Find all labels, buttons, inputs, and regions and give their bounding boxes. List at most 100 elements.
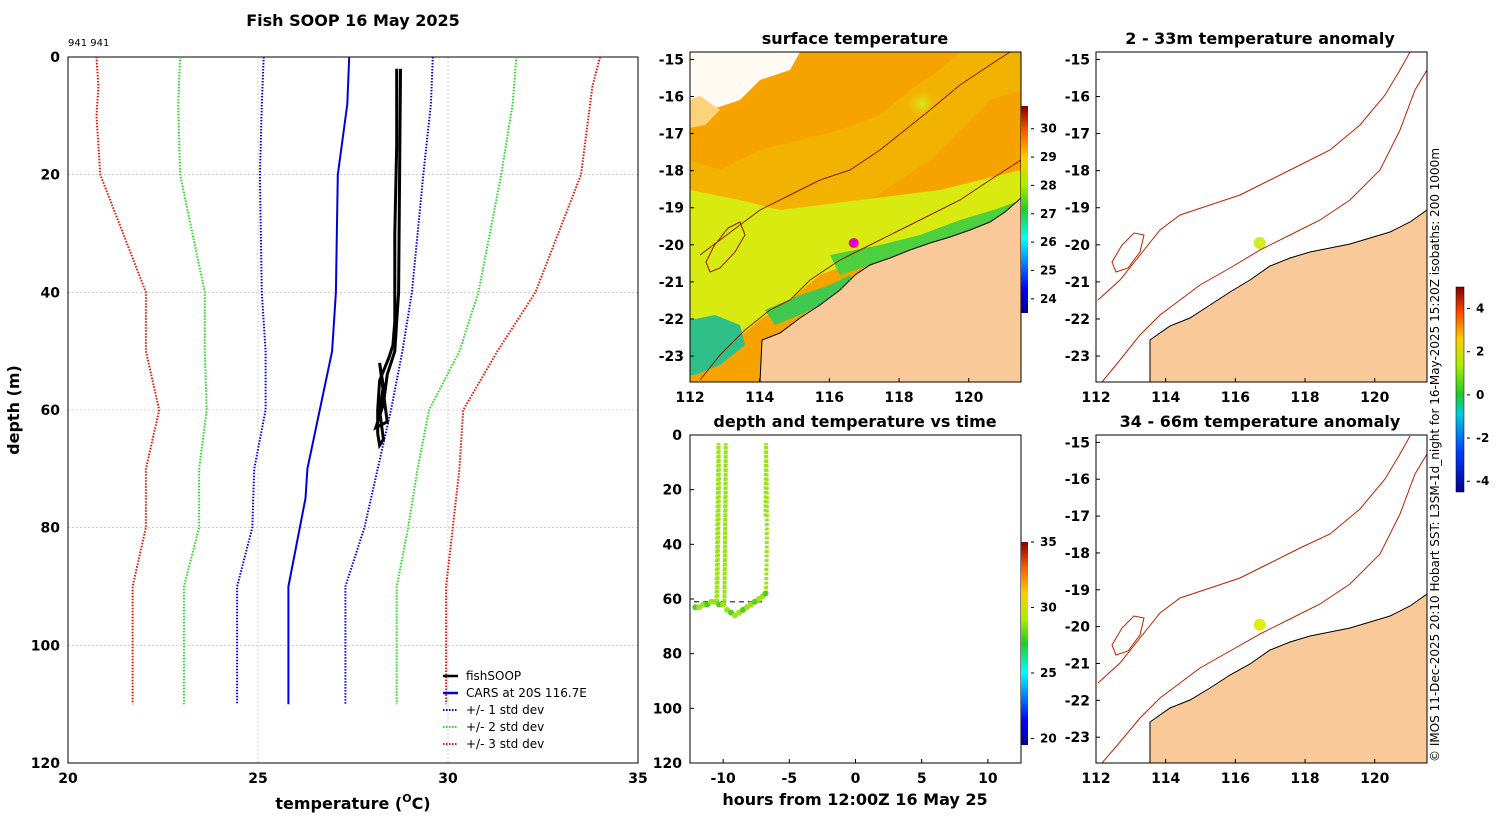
map-ytick-label: -17	[659, 127, 684, 143]
colorbar-tick-label: 25	[1040, 666, 1057, 680]
profile-series	[95, 56, 601, 705]
map-xtick-label: 120	[954, 390, 983, 406]
sst-ticks: 112 114 116 118 120 -15 -16 -17 -18 -19 -20 -21 -22 -…	[659, 52, 984, 406]
colorbar-tick-label: 2	[1476, 345, 1484, 359]
dt-cast-trace	[714, 443, 722, 602]
dt-ytick-label: 100	[653, 701, 682, 717]
map-xtick-label: 120	[1360, 771, 1389, 787]
map-xtick-label: 114	[1151, 390, 1180, 406]
map-ytick-label: -17	[1065, 127, 1090, 143]
colorbar-tick-label: 4	[1476, 302, 1484, 316]
map-ytick-label: -20	[659, 238, 685, 254]
profile-ytick-label: 120	[31, 756, 60, 772]
colorbar-tick-label: 27	[1040, 207, 1057, 221]
profile-ylabel: depth (m)	[4, 365, 23, 455]
map-ytick-label: -15	[659, 52, 684, 68]
dt-xlabel: hours from 12:00Z 16 May 25	[722, 790, 987, 809]
surface-temperature-map: surface temperature 112 114 116 118 120 -15 -1…	[659, 29, 1057, 406]
map-ytick-label: -23	[1065, 730, 1090, 746]
map-xtick-label: 116	[1221, 390, 1250, 406]
anomaly-lower-map: 34 - 66m temperature anomaly 112 114 116 11…	[1065, 412, 1428, 787]
colorbar-tick-label: 25	[1040, 263, 1057, 277]
map-ytick-label: -19	[659, 201, 684, 217]
profile-legend: fishSOOP CARS at 20S 116.7E +/- 1 std dev +…	[443, 669, 587, 751]
map-xtick-label: 114	[745, 390, 774, 406]
anom-lower-field	[1097, 435, 1427, 763]
map-xtick-label: 116	[1221, 771, 1250, 787]
map-ytick-label: -18	[1065, 164, 1090, 180]
legend-label: +/- 3 std dev	[466, 737, 544, 751]
colorbar-tick-label: 30	[1040, 122, 1057, 136]
dt-ytick-label: 120	[653, 756, 682, 772]
profile-ytick-label: 100	[31, 638, 60, 654]
map-ytick-label: -22	[1065, 312, 1090, 328]
depth-time-panel: depth and temperature vs time -10 -5 0 5 100…	[653, 412, 1057, 809]
anom-lower-title: 34 - 66m temperature anomaly	[1120, 412, 1401, 431]
sst-cast-location-marker	[848, 237, 859, 248]
map-ytick-label: -20	[1065, 620, 1091, 636]
dt-xtick-label: 10	[978, 771, 998, 787]
dt-ytick-label: 80	[663, 647, 683, 663]
sst-colorbar-ticks: 24 25 26 27 28 29 30	[1031, 122, 1057, 306]
map-xtick-label: 118	[884, 390, 913, 406]
sst-field	[690, 52, 1021, 382]
map-ytick-label: -16	[1065, 89, 1090, 105]
colorbar-tick-label: 26	[1040, 235, 1057, 249]
map-ytick-label: -22	[659, 312, 684, 328]
map-ytick-label: -19	[1065, 583, 1090, 599]
anom-upper-cast-marker	[1253, 236, 1266, 249]
profile-series-line	[445, 56, 601, 705]
map-xtick-label: 116	[815, 390, 844, 406]
credit-text: © IMOS 11-Dec-2025 20:10 Hobart SST: L3S…	[1428, 148, 1442, 762]
map-xtick-label: 112	[1081, 771, 1110, 787]
colorbar-tick-label: 30	[1040, 600, 1057, 614]
map-xtick-label: 112	[675, 390, 704, 406]
anom-upper-ticks: 112 114 116 118 120 -15 -16 -17 -18 -19 -20 -21 -22 -…	[1065, 52, 1390, 406]
colorbar-tick-label: -4	[1476, 474, 1489, 488]
sst-title: surface temperature	[762, 29, 949, 48]
colorbar-tick-label: 29	[1040, 150, 1057, 164]
dt-point	[720, 601, 727, 608]
dt-point	[762, 590, 769, 597]
profile-ytick-label: 40	[41, 285, 61, 301]
map-xtick-label: 118	[1290, 390, 1319, 406]
profile-series-line	[395, 56, 518, 705]
map-ytick-label: -18	[659, 164, 684, 180]
anom-lower-cast-marker	[1253, 618, 1266, 631]
anom-upper-field	[1097, 52, 1427, 382]
profile-series-line	[373, 68, 402, 450]
dt-colorbar-ticks: 20 25 30 35	[1031, 535, 1057, 745]
profile-xtick-label: 35	[628, 771, 647, 787]
colorbar-tick-label: 24	[1040, 292, 1057, 306]
dt-ytick-label: 60	[663, 592, 683, 608]
profile-series-line	[95, 56, 161, 705]
profile-series-line	[344, 56, 434, 705]
map-ytick-label: -15	[1065, 52, 1090, 68]
dt-colorbar	[1021, 542, 1028, 745]
map-ytick-label: -21	[659, 275, 684, 291]
map-ytick-label: -23	[1065, 349, 1090, 365]
profile-series-line	[177, 56, 208, 705]
profile-ytick-label: 80	[41, 521, 61, 537]
profile-ytick-label: 0	[50, 50, 60, 66]
colorbar-tick-label: 20	[1040, 731, 1057, 745]
map-ytick-label: -16	[659, 89, 684, 105]
map-ytick-label: -16	[1065, 472, 1090, 488]
profile-gridlines	[68, 57, 638, 763]
profile-ticks: 20 25 30 35 0 20 40 60 80 100 120	[31, 50, 648, 787]
legend-label: +/- 2 std dev	[466, 720, 544, 734]
map-ytick-label: -21	[1065, 275, 1090, 291]
anomaly-colorbar	[1455, 286, 1465, 493]
colorbar-tick-label: 28	[1040, 178, 1057, 192]
profile-xtick-label: 30	[438, 771, 458, 787]
colorbar-tick-label: 35	[1040, 535, 1057, 549]
dt-cast-trace	[722, 443, 728, 602]
profile-xtick-label: 25	[248, 771, 267, 787]
sst-colorbar	[1021, 106, 1028, 313]
colorbar-tick-label: 0	[1476, 388, 1484, 402]
profile-title: Fish SOOP 16 May 2025	[246, 11, 460, 30]
map-ytick-label: -18	[1065, 546, 1090, 562]
profile-series-line	[287, 56, 351, 705]
map-ytick-label: -21	[1065, 656, 1090, 672]
